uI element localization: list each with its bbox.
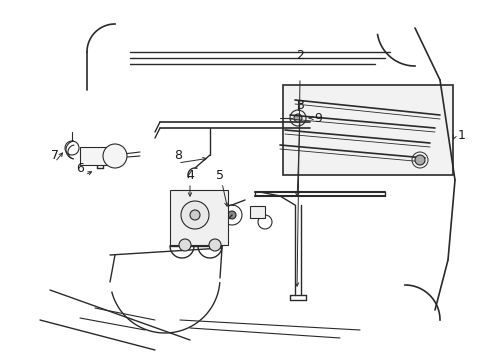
Text: 3: 3 <box>295 99 304 112</box>
Text: 4: 4 <box>185 168 194 181</box>
Text: 7: 7 <box>51 149 59 162</box>
Text: 9: 9 <box>313 112 321 125</box>
Circle shape <box>414 155 424 165</box>
Text: 6: 6 <box>76 162 84 175</box>
Bar <box>249 206 264 218</box>
Text: 2: 2 <box>295 49 304 62</box>
Bar <box>170 190 227 245</box>
Circle shape <box>208 239 221 251</box>
Circle shape <box>227 211 236 219</box>
Circle shape <box>293 114 302 122</box>
Text: 8: 8 <box>174 149 182 162</box>
Bar <box>283 85 452 175</box>
Circle shape <box>181 201 208 229</box>
Text: 5: 5 <box>216 168 224 181</box>
Text: 1: 1 <box>457 129 465 141</box>
Circle shape <box>179 239 191 251</box>
Bar <box>80 147 115 165</box>
Circle shape <box>190 210 200 220</box>
Circle shape <box>103 144 127 168</box>
